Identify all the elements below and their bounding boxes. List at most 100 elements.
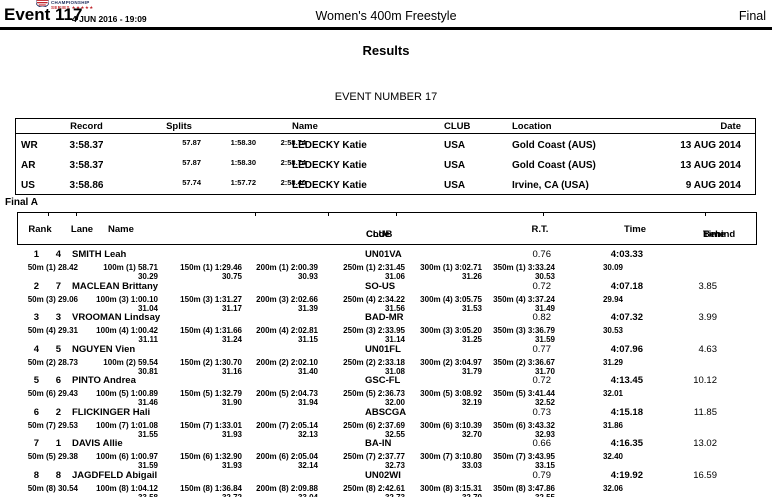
record-split-100m: 57.87	[182, 158, 201, 167]
records-header-location: Location	[512, 121, 552, 132]
time-behind: 11.85	[693, 406, 717, 418]
split-50m: 50m (7) 29.53	[27, 420, 78, 430]
result-main-line: 6 2 FLICKINGER Hali ABSCGA 0.73 4:15.18 …	[15, 407, 757, 420]
split-50m: 50m (8) 30.54	[27, 483, 78, 493]
result-main-line: 1 4 SMITH Leah UN01VA 0.76 4:03.33	[15, 249, 757, 262]
club-code: UN02WI	[365, 469, 401, 481]
split-250m: 250m (3) 2:33.95 31.14	[343, 326, 405, 344]
record-split-100m: 57.74	[182, 178, 201, 187]
records-rows: WR 3:58.37 57.87 1:58.30 2:58.74 LEDECKY…	[16, 119, 755, 194]
header-rule	[0, 27, 772, 30]
split-50m: 50m (3) 29.06	[27, 294, 78, 304]
split-250m: 250m (7) 2:37.77 32.73	[343, 452, 405, 470]
records-header-name: Name	[292, 121, 318, 132]
result-rank: 8	[33, 469, 39, 481]
swimmer-name: NGUYEN Vien	[72, 343, 136, 355]
event-datetime: 4 JUN 2016 - 19:09	[72, 14, 147, 24]
split-200m: 200m (3) 2:02.66 31.39	[256, 294, 318, 313]
split-200m: 200m (2) 2:02.10 31.40	[256, 357, 318, 376]
final-lap-split: 30.53	[602, 326, 623, 335]
result-lane: 1	[55, 438, 61, 449]
reaction-time: 0.72	[532, 375, 552, 386]
split-200m: 200m (8) 2:09.88 33.04	[256, 483, 318, 497]
final-lap-split: 32.06	[602, 483, 623, 493]
result-lane: 2	[55, 406, 61, 418]
result-row: 2 7 MACLEAN Brittany SO-US 0.72 4:07.18 …	[15, 281, 757, 313]
record-split-300m: 2:58.74	[280, 138, 306, 147]
final-lap-split: 29.94	[602, 294, 623, 304]
split-350m: 350m (5) 3:41.44 32.52	[493, 389, 555, 407]
final-lap-split: 31.29	[602, 357, 623, 367]
swimmer-name: VROOMAN Lindsay	[72, 312, 161, 323]
split-50m: 50m (2) 28.73	[27, 357, 78, 367]
championship-series-logo: CHAMPIONSHIP SERIES ★★★★★	[36, 0, 94, 11]
result-row: 5 6 PINTO Andrea GSC-FL 0.72 4:13.45 10.…	[15, 375, 757, 407]
split-100m: 100m (1) 58.71 30.29	[103, 263, 158, 281]
split-300m: 300m (6) 3:10.39 32.70	[420, 420, 482, 439]
splits-line: 50m (2) 28.73 100m (2) 59.54 30.81 150m (2)…	[15, 358, 757, 376]
result-rank: 6	[33, 406, 39, 418]
split-300m: 300m (4) 3:05.75 31.53	[420, 294, 482, 313]
col-header-time-behind: Time Behind	[668, 218, 738, 240]
swimmer-name: JAGDFELD Abigail	[72, 469, 158, 481]
col-header-behind-line1: Time	[703, 229, 726, 240]
split-100m: 100m (6) 1:00.97 31.59	[96, 452, 158, 470]
result-lane: 8	[55, 469, 61, 481]
final-time: 4:03.33	[610, 249, 643, 260]
record-split-300m: 2:58.74	[280, 158, 306, 167]
result-lane: 4	[55, 249, 61, 260]
logo-text-line2: SERIES ★★★★★	[51, 5, 94, 10]
reaction-time: 0.76	[532, 249, 552, 260]
record-club: USA	[444, 160, 466, 171]
splits-line: 50m (8) 30.54 100m (8) 1:04.12 33.58 150m (…	[15, 484, 757, 497]
col-header-club-line2: Code	[366, 229, 390, 240]
split-350m: 350m (1) 3:33.24 30.53	[493, 263, 555, 281]
result-lane: 7	[55, 280, 61, 292]
result-row: 6 2 FLICKINGER Hali ABSCGA 0.73 4:15.18 …	[15, 407, 757, 439]
shield-icon	[36, 0, 49, 7]
split-200m: 200m (7) 2:05.14 32.13	[256, 420, 318, 439]
record-date: 9 AUG 2014	[685, 180, 741, 191]
heat-label: Final A	[5, 197, 38, 208]
final-time: 4:13.45	[610, 375, 643, 386]
swimmer-name: PINTO Andrea	[72, 375, 136, 386]
result-rank: 1	[33, 249, 39, 260]
split-350m: 350m (6) 3:43.32 32.93	[493, 420, 555, 439]
result-row: 4 5 NGUYEN Vien UN01FL 0.77 4:07.96 4.63…	[15, 344, 757, 376]
split-300m: 300m (5) 3:08.92 32.19	[420, 389, 482, 407]
split-350m: 350m (4) 3:37.24 31.49	[493, 294, 555, 313]
result-main-line: 8 8 JAGDFELD Abigail UN02WI 0.79 4:19.92…	[15, 470, 757, 483]
record-holder-name: LEDECKY Katie	[292, 140, 367, 151]
swimmer-name: SMITH Leah	[72, 249, 127, 260]
event-label: Event 117	[4, 5, 83, 24]
record-location: Irvine, CA (USA)	[512, 180, 589, 191]
split-200m: 200m (1) 2:00.39 30.93	[256, 263, 318, 281]
split-150m: 150m (1) 1:29.46 30.75	[180, 263, 242, 281]
split-100m: 100m (5) 1:00.89 31.46	[96, 389, 158, 407]
club-code: BA-IN	[365, 438, 392, 449]
result-lane: 3	[55, 312, 61, 323]
split-350m: 350m (3) 3:36.79 31.59	[493, 326, 555, 344]
club-code: UN01VA	[365, 249, 402, 260]
final-time: 4:07.32	[610, 312, 643, 323]
split-50m: 50m (4) 29.31	[27, 326, 78, 335]
split-300m: 300m (3) 3:05.20 31.25	[420, 326, 482, 344]
result-main-line: 7 1 DAVIS Allie BA-IN 0.66 4:16.35 13.02	[15, 438, 757, 451]
col-header-behind-line2: Behind	[703, 229, 736, 240]
time-behind: 16.59	[693, 469, 717, 481]
record-holder-name: LEDECKY Katie	[292, 180, 367, 191]
time-behind: 13.02	[693, 438, 717, 449]
split-200m: 200m (6) 2:05.04 32.14	[256, 452, 318, 470]
split-50m: 50m (1) 28.42	[27, 263, 78, 272]
final-time: 4:15.18	[610, 406, 643, 418]
result-main-line: 3 3 VROOMAN Lindsay BAD-MR 0.82 4:07.32 …	[15, 312, 757, 325]
record-split-200m: 1:58.30	[230, 138, 256, 147]
record-type: WR	[21, 140, 38, 151]
logo-text-line1: CHAMPIONSHIP	[51, 0, 90, 5]
results-header-table: Rank Lane Name CLUB Code R.T. Time Time Be…	[17, 212, 757, 245]
record-split-300m: 2:58.40	[280, 178, 306, 187]
club-code: ABSCGA	[365, 406, 407, 418]
split-250m: 250m (8) 2:42.61 32.73	[343, 483, 405, 497]
split-250m: 250m (4) 2:34.22 31.56	[343, 294, 405, 313]
records-header-date: Date	[720, 121, 741, 132]
